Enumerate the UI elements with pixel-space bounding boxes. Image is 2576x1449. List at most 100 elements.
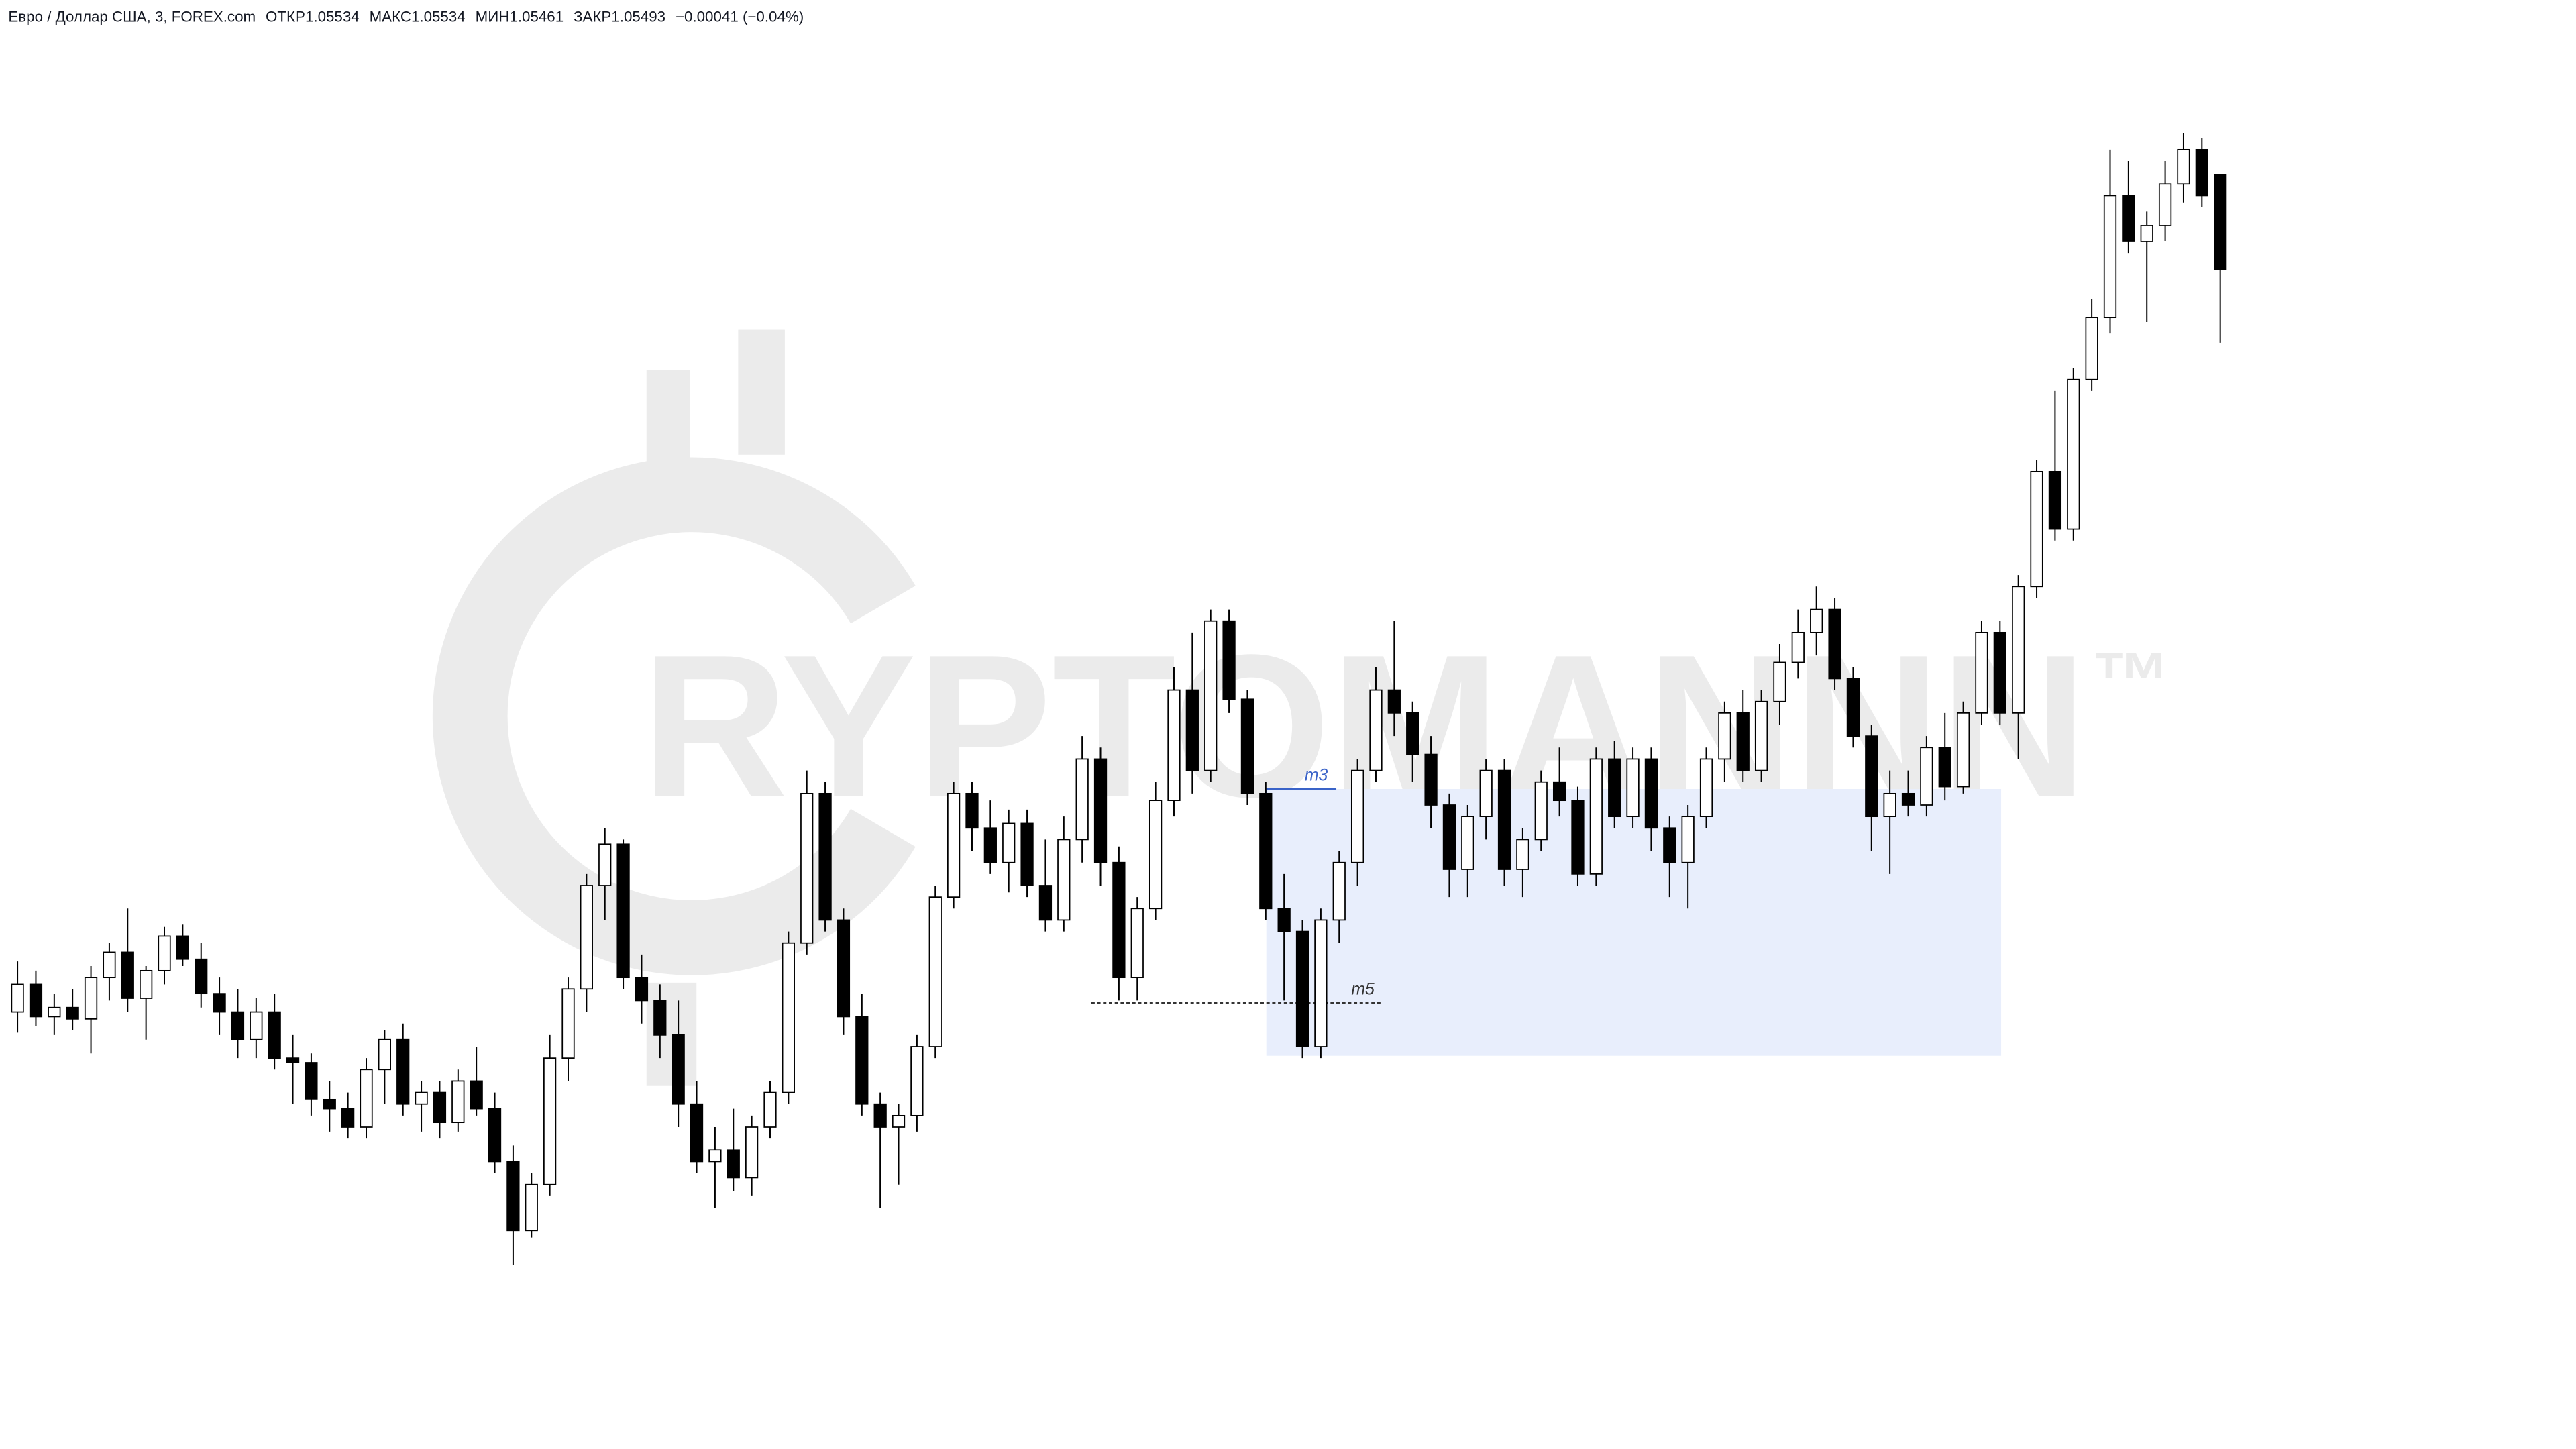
logo-ring	[432, 457, 916, 975]
candle-body	[1810, 608, 1823, 633]
candle-body	[1369, 689, 1383, 771]
candle-body	[1975, 631, 1988, 714]
candle-body	[140, 969, 153, 999]
candle-body	[1534, 781, 1548, 841]
candle-body	[1240, 698, 1254, 794]
candle-body	[378, 1038, 391, 1071]
candle-body	[653, 1000, 667, 1036]
open-label: ОТКР	[266, 8, 305, 25]
candle-body	[2177, 148, 2190, 185]
candle-body	[360, 1069, 373, 1128]
candle-body	[286, 1057, 300, 1063]
candle-body	[892, 1114, 906, 1128]
candle-body	[323, 1098, 336, 1110]
candle-body	[103, 951, 116, 979]
candle-body	[873, 1103, 887, 1128]
candle-body	[2140, 225, 2153, 242]
candle-body	[1479, 769, 1493, 818]
zone-layer: m3 m5	[1091, 767, 2002, 1056]
candle-body	[1644, 758, 1658, 829]
candle-body	[580, 885, 593, 990]
candle-body	[176, 935, 189, 960]
symbol: Евро / Доллар США, 3, FOREX.com	[8, 8, 256, 25]
candle-body	[1993, 631, 2006, 714]
candle-body	[1185, 689, 1199, 771]
low-label: МИН	[476, 8, 510, 25]
candle-body	[928, 896, 942, 1047]
candle-body	[1314, 919, 1328, 1047]
candle-body	[727, 1149, 740, 1179]
candle-body	[84, 977, 98, 1020]
candle-body	[1350, 769, 1364, 863]
candle-body	[782, 942, 795, 1093]
candle-body	[837, 919, 851, 1018]
candle-body	[2103, 195, 2117, 319]
candle-body	[818, 792, 832, 921]
low-value: 1.05461	[509, 8, 564, 25]
candle-body	[1699, 758, 1713, 818]
open-value: 1.05534	[305, 8, 360, 25]
high-label: МАКС	[370, 8, 411, 25]
candle-body	[231, 1011, 245, 1040]
candle-body	[1681, 816, 1695, 863]
candle-body	[488, 1108, 502, 1163]
candle-body	[121, 951, 134, 999]
change: −0.00041 (−0.04%)	[676, 8, 804, 25]
candle-body	[855, 1016, 869, 1105]
candle-body	[672, 1034, 685, 1105]
candle-layer	[11, 133, 2227, 1265]
candle-body	[1956, 712, 1970, 788]
candle-body	[2214, 174, 2227, 270]
candle-body	[1277, 908, 1291, 932]
candle-body	[965, 792, 979, 829]
candle-body	[1571, 800, 1585, 875]
logo-bar	[646, 370, 690, 462]
high-value: 1.05534	[411, 8, 466, 25]
candle-body	[470, 1080, 483, 1110]
close-value: 1.05493	[611, 8, 665, 25]
candle-body	[66, 1006, 79, 1020]
candle-body	[451, 1080, 465, 1124]
candle-body	[415, 1091, 428, 1105]
header: Евро / Доллар США, 3, FOREX.com ОТКР1.055…	[8, 8, 804, 25]
candle-body	[2030, 470, 2043, 588]
candle-body	[1259, 792, 1273, 910]
candle-body	[158, 935, 171, 971]
candle-body	[250, 1011, 263, 1040]
candle-body	[2195, 148, 2208, 197]
m3-label: m3	[1305, 767, 1328, 785]
candle-body	[1148, 800, 1163, 910]
candle-body	[1057, 839, 1071, 921]
zone	[1266, 789, 2002, 1056]
candle-body	[561, 988, 575, 1059]
candle-body	[29, 983, 43, 1018]
candle-body	[1589, 758, 1603, 875]
candle-body	[305, 1062, 318, 1100]
candle-body	[690, 1103, 704, 1163]
candle-body	[1130, 908, 1144, 979]
candle-body	[2085, 317, 2098, 380]
candle-body	[506, 1161, 520, 1232]
candle-body	[1736, 712, 1750, 771]
candle-body	[1204, 620, 1218, 771]
candle-body	[341, 1108, 355, 1128]
candle-body	[2158, 183, 2172, 226]
candle-body	[910, 1046, 924, 1116]
candle-body	[1112, 861, 1126, 979]
candle-body	[213, 993, 226, 1013]
candle-body	[635, 977, 649, 1002]
candle-body	[1883, 792, 1896, 818]
candle-body	[1865, 735, 1878, 818]
candle-body	[1387, 689, 1401, 714]
candle-body	[1791, 631, 1805, 663]
candle-body	[1828, 608, 1841, 680]
candle-body	[1920, 747, 1933, 806]
candle-body	[2067, 378, 2080, 530]
candle-body	[1608, 758, 1621, 818]
candle-body	[1295, 930, 1309, 1047]
candle-body	[433, 1091, 447, 1124]
candle-body	[1552, 781, 1566, 802]
candle-body	[708, 1149, 722, 1163]
